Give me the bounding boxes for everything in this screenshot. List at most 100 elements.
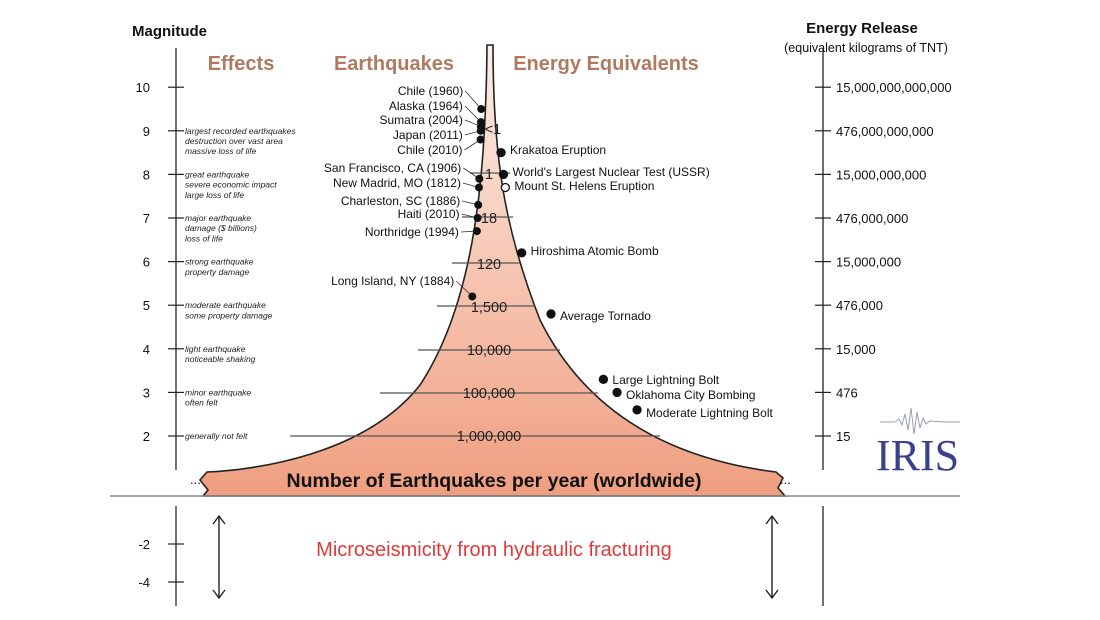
effect-text: strong earthquake — [185, 257, 254, 267]
microseismicity-label: Microseismicity from hydraulic fracturin… — [316, 539, 672, 561]
energy-equivalent-dot — [500, 182, 511, 193]
energy-equivalent-label: Moderate Lightning Bolt — [646, 406, 773, 420]
earthquake-dot — [468, 292, 477, 301]
energy-tick-label: 15,000 — [836, 342, 876, 357]
earthquake-dot — [474, 200, 483, 209]
earthquake-label: San Francisco, CA (1906) — [324, 161, 461, 175]
effect-text: great earthquake — [185, 169, 250, 179]
energy-equivalent-label: Krakatoa Eruption — [510, 143, 606, 157]
energy-equivalent-dot — [517, 248, 527, 258]
effects-title: Effects — [208, 53, 275, 75]
magnitude-tick-label: 9 — [143, 124, 150, 139]
energy-equivalent-dot — [598, 374, 609, 384]
energy-equivalent-dot — [496, 147, 506, 158]
effect-text: large loss of life — [185, 190, 244, 200]
iris-logo-text: IRIS — [876, 431, 959, 480]
earthquakes-title: Earthquakes — [334, 53, 454, 75]
magnitude-tick-label: 6 — [143, 255, 150, 270]
left-range-arrow — [212, 514, 226, 600]
earthquake-dot — [474, 183, 483, 192]
earthquake-dot — [472, 227, 481, 236]
earthquake-label: Sumatra (2004) — [379, 113, 462, 127]
effect-text: noticeable shaking — [185, 354, 256, 364]
effect-text: massive loss of life — [185, 146, 257, 156]
energy-equivalent-label: Oklahoma City Bombing — [626, 388, 755, 402]
seismogram-line — [880, 407, 960, 435]
earthquake-dot — [473, 214, 482, 222]
energy-tick-label: 476 — [836, 385, 858, 400]
energy-release-header: Energy Release — [806, 20, 918, 37]
earthquake-dot — [477, 105, 486, 113]
frequency-label: 1 — [485, 167, 493, 183]
effect-text: often felt — [185, 398, 218, 408]
energy-tick-label: 15 — [836, 429, 850, 444]
energy-equivalent-label: Hiroshima Atomic Bomb — [531, 244, 659, 258]
earthquake-label: New Madrid, MO (1812) — [333, 176, 461, 190]
right-ellipsis: ... — [780, 472, 791, 487]
magnitude-tick-label: 7 — [143, 211, 150, 226]
magnitude-tick-label: 8 — [143, 167, 150, 182]
right-range-arrow — [765, 514, 779, 600]
effect-text: loss of life — [185, 233, 223, 243]
energy-equivalents-title: Energy Equivalents — [513, 53, 699, 75]
earthquake-dot — [476, 126, 485, 135]
magnitude-tick-label: 5 — [143, 298, 150, 313]
frequency-label: 100,000 — [463, 386, 515, 402]
frequency-labels: <1 1 18 120 1,500 10,000 100,000 1,000,0… — [457, 122, 522, 445]
effect-text: moderate earthquake — [185, 300, 266, 310]
magnitude-tick-label-negative: -2 — [138, 537, 150, 552]
energy-tick-label: 15,000,000,000 — [836, 167, 926, 182]
magnitude-tick-label: 2 — [143, 429, 150, 444]
earthquake-label: Northridge (1994) — [365, 225, 459, 239]
energy-release-subheader: (equivalent kilograms of TNT) — [784, 41, 948, 55]
magnitude-tick-label: 10 — [136, 80, 150, 95]
energy-tick-label: 476,000,000,000 — [836, 124, 934, 139]
energy-tick-label: 476,000,000 — [836, 211, 908, 226]
effect-text: largest recorded earthquakes — [185, 126, 296, 136]
energy-equivalent-label: World's Largest Nuclear Test (USSR) — [512, 165, 709, 179]
earthquake-leader — [464, 90, 482, 110]
magnitude-ticks: 10 15,000,000,000,000 9 476,000,000,000 larg… — [136, 80, 952, 590]
energy-equivalent-dot — [632, 405, 642, 415]
energy-equivalent-markers: Krakatoa Eruption World's Largest Nuclear… — [496, 143, 773, 420]
frequency-label: 120 — [477, 257, 501, 273]
earthquake-label: Haiti (2010) — [398, 207, 460, 221]
earthquake-dot — [476, 135, 485, 144]
energy-tick-label: 476,000 — [836, 298, 883, 313]
effect-text: light earthquake — [185, 344, 246, 354]
frequency-label: 1,000,000 — [457, 429, 522, 445]
magnitude-tick-label: 4 — [143, 342, 150, 357]
earthquake-label: Chile (1960) — [398, 84, 463, 98]
frequency-label: 18 — [481, 211, 497, 227]
left-ellipsis: ... — [190, 472, 201, 487]
earthquake-markers: Chile (1960)Alaska (1964)Sumatra (2004)J… — [324, 84, 486, 301]
energy-tick-label: 15,000,000 — [836, 255, 901, 270]
microseismicity-arrows — [212, 514, 779, 600]
energy-equivalent-dot — [612, 387, 622, 398]
magnitude-tick-label-negative: -4 — [138, 575, 150, 590]
effect-text: some property damage — [185, 310, 273, 320]
effect-text: severe economic impact — [185, 180, 277, 190]
energy-tick-label: 15,000,000,000,000 — [836, 80, 952, 95]
magnitude-header: Magnitude — [132, 23, 207, 40]
energy-equivalent-label: Large Lightning Bolt — [612, 373, 719, 387]
energy-equivalent-label: Average Tornado — [560, 309, 651, 323]
earthquake-label: Charleston, SC (1886) — [341, 194, 460, 208]
bottom-label: Number of Earthquakes per year (worldwid… — [286, 470, 701, 492]
energy-equivalent-dot — [498, 169, 509, 180]
effect-text: major earthquake — [185, 213, 251, 223]
frequency-label: 10,000 — [467, 343, 511, 359]
earthquake-label: Long Island, NY (1884) — [331, 274, 454, 288]
magnitude-tick-label: 3 — [143, 385, 150, 400]
effect-text: generally not felt — [185, 431, 248, 441]
effect-text: destruction over vast area — [185, 136, 283, 146]
effect-text: property damage — [184, 267, 250, 277]
frequency-label: <1 — [485, 122, 502, 138]
iris-logo: IRIS — [876, 407, 960, 480]
effect-text: damage ($ billions) — [185, 223, 257, 233]
energy-equivalent-dot — [546, 309, 556, 319]
frequency-label: 1,500 — [471, 300, 507, 316]
earthquake-label: Japan (2011) — [393, 128, 463, 142]
